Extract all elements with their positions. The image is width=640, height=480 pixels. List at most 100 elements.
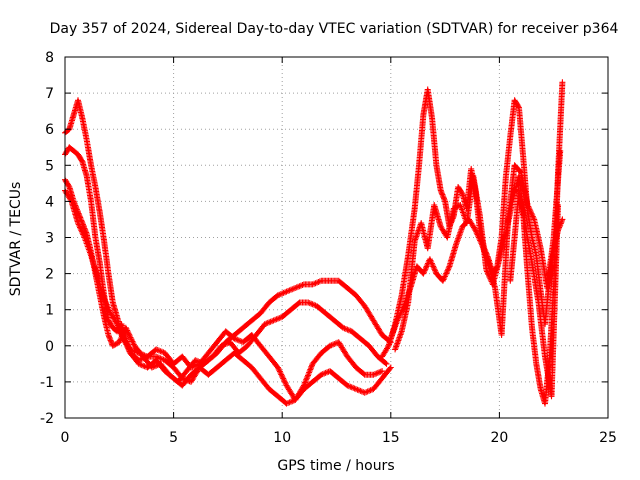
data-point xyxy=(216,341,218,343)
data-point xyxy=(81,222,84,224)
data-point xyxy=(505,175,507,177)
x-tick-label: 20 xyxy=(490,430,508,446)
data-point xyxy=(233,352,236,354)
data-point xyxy=(363,373,366,376)
data-point xyxy=(96,276,99,279)
data-point xyxy=(426,247,429,250)
data-point xyxy=(387,345,390,347)
data-point xyxy=(255,334,257,336)
data-point xyxy=(381,377,383,380)
data-point xyxy=(472,175,475,177)
data-point xyxy=(146,355,149,358)
data-point xyxy=(329,280,331,282)
data-point xyxy=(485,269,488,271)
y-tick-label: -2 xyxy=(40,411,54,427)
y-tick-label: 2 xyxy=(45,267,54,283)
data-point xyxy=(155,348,158,351)
series-track-c xyxy=(62,97,386,403)
data-point xyxy=(264,323,266,325)
data-point xyxy=(531,236,533,239)
data-point xyxy=(146,366,149,369)
data-point xyxy=(333,319,336,322)
axis-ticks: 0 5 10 15 20 25 -2 -1 0 1 2 3 4 5 6 7 8 xyxy=(40,50,617,446)
data-point xyxy=(303,388,305,390)
data-point xyxy=(539,388,542,390)
data-point xyxy=(342,326,344,329)
data-point xyxy=(526,204,529,206)
y-axis-label: SDTVAR / TECUs xyxy=(8,182,24,297)
data-point xyxy=(68,186,71,188)
data-point xyxy=(544,323,546,325)
series-markers xyxy=(62,97,386,403)
data-point xyxy=(224,330,227,333)
data-point xyxy=(557,171,559,174)
data-point xyxy=(311,283,314,286)
data-point xyxy=(281,316,284,318)
data-point xyxy=(329,370,331,372)
data-point xyxy=(372,388,375,390)
data-point xyxy=(111,301,114,304)
data-point xyxy=(172,363,175,365)
data-point xyxy=(394,348,396,351)
data-point xyxy=(94,236,97,239)
y-tick-label: 8 xyxy=(45,50,54,66)
data-point xyxy=(164,370,166,372)
data-point xyxy=(172,377,175,380)
x-axis-label: GPS time / hours xyxy=(277,458,394,474)
data-point xyxy=(224,359,227,362)
data-point xyxy=(242,341,244,343)
data-point xyxy=(259,312,262,315)
data-point xyxy=(550,395,553,398)
data-point xyxy=(452,207,455,210)
data-point xyxy=(561,218,564,221)
data-point xyxy=(85,139,88,141)
data-point xyxy=(433,204,436,206)
data-point xyxy=(272,319,275,322)
data-point xyxy=(77,99,79,102)
data-point xyxy=(337,280,340,282)
data-point xyxy=(431,117,433,120)
data-point xyxy=(355,388,357,390)
data-point xyxy=(535,363,538,365)
data-point xyxy=(83,236,86,239)
x-tick-label: 25 xyxy=(599,430,617,446)
data-point xyxy=(461,225,464,228)
data-point xyxy=(363,391,366,394)
data-points xyxy=(62,79,566,407)
data-point xyxy=(413,207,416,210)
data-point xyxy=(448,265,451,268)
data-point xyxy=(359,337,362,340)
data-point xyxy=(133,345,136,347)
data-point xyxy=(285,384,288,387)
data-point xyxy=(466,222,468,224)
data-point xyxy=(429,258,431,260)
chart-title: Day 357 of 2024, Sidereal Day-to-day VTE… xyxy=(50,21,619,37)
data-point xyxy=(346,287,349,289)
data-point xyxy=(435,164,438,167)
data-point xyxy=(381,334,383,336)
data-point xyxy=(372,319,375,322)
data-point xyxy=(190,373,192,376)
data-point xyxy=(277,366,279,369)
data-point xyxy=(329,345,331,347)
data-point xyxy=(268,388,270,390)
y-tick-label: 0 xyxy=(45,339,54,355)
data-point xyxy=(444,200,446,203)
data-point xyxy=(211,355,214,358)
data-point xyxy=(242,326,244,329)
data-point xyxy=(470,168,472,170)
x-tick-label: 15 xyxy=(382,430,400,446)
data-point xyxy=(172,366,175,369)
data-point xyxy=(190,366,192,369)
data-point xyxy=(250,319,253,322)
data-point xyxy=(164,359,166,362)
data-point xyxy=(103,316,105,318)
x-tick-label: 0 xyxy=(61,430,70,446)
data-point xyxy=(229,341,231,343)
data-point xyxy=(533,218,535,221)
data-point xyxy=(107,272,110,275)
data-point xyxy=(531,261,533,264)
data-point xyxy=(376,355,379,358)
data-point xyxy=(181,384,184,387)
data-point xyxy=(109,312,112,315)
